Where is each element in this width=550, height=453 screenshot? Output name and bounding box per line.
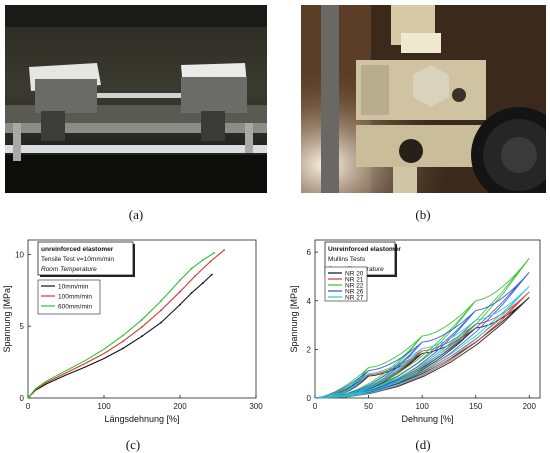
data-point bbox=[190, 267, 193, 270]
data-point bbox=[179, 279, 181, 282]
y-tick-label: 4 bbox=[307, 297, 312, 306]
x-tick-label: 200 bbox=[523, 402, 537, 411]
y-tick-label: 0 bbox=[307, 394, 312, 403]
legend-entry: 100mm/min bbox=[58, 294, 92, 301]
data-point bbox=[141, 335, 143, 338]
chart-c-panel: 0 100 200 300 0 5 10 Längsdehnung [%] Spannung [… bbox=[0, 230, 275, 435]
x-axis-label: Längsdehnung [%] bbox=[104, 414, 179, 424]
caption-a: (a) bbox=[128, 207, 144, 222]
legend-entry: NR 27 bbox=[345, 295, 364, 302]
data-point bbox=[160, 309, 162, 312]
photo-clamp-closeup bbox=[301, 5, 546, 193]
data-point bbox=[122, 347, 124, 350]
caption-d: (d) bbox=[415, 437, 431, 452]
series-line-nr27 bbox=[314, 285, 530, 399]
data-point bbox=[179, 303, 181, 306]
data-point bbox=[190, 292, 193, 294]
photo-tensile-setup bbox=[5, 5, 267, 193]
data-point bbox=[179, 290, 181, 293]
data-point bbox=[201, 282, 204, 284]
x-tick-label: 150 bbox=[469, 402, 483, 411]
data-point bbox=[122, 340, 124, 343]
info-box bbox=[37, 241, 134, 276]
info-box-line: Room Temperature bbox=[41, 266, 97, 273]
y-tick-label: 0 bbox=[20, 394, 25, 403]
y-axis-label: Spannung [MPa] bbox=[2, 285, 12, 352]
y-tick-label: 2 bbox=[307, 345, 312, 354]
y-axis-label: Spannung [MPa] bbox=[289, 285, 299, 352]
info-box-title: Unreinforced elastomer bbox=[328, 246, 401, 253]
data-point bbox=[141, 326, 143, 328]
x-tick-label: 0 bbox=[313, 402, 318, 411]
chart-d-panel: 0 50 100 150 200 0 2 4 6 Dehnung [%] Spannung [MPa… bbox=[285, 230, 550, 435]
data-point bbox=[122, 334, 124, 337]
caption-c: (c) bbox=[125, 437, 141, 452]
data-point bbox=[160, 321, 162, 324]
x-tick-label: 300 bbox=[249, 402, 263, 411]
data-point bbox=[160, 300, 162, 302]
x-axis-label: Dehnung [%] bbox=[401, 414, 453, 424]
legend-box bbox=[324, 266, 368, 302]
data-point bbox=[213, 252, 216, 254]
legend-entry: NR 21 bbox=[345, 277, 364, 284]
x-tick-label: 200 bbox=[173, 402, 187, 411]
x-tick-label: 100 bbox=[97, 402, 111, 411]
x-tick-label: 0 bbox=[26, 402, 31, 411]
x-tick-label: 50 bbox=[364, 402, 373, 411]
info-box-line: Tensile Test v=10mm/min bbox=[41, 256, 114, 263]
chart-mullins-test: 0 50 100 150 200 0 2 4 6 Dehnung [%] Spannung [MPa… bbox=[289, 239, 541, 424]
x-tick-label: 100 bbox=[415, 402, 429, 411]
data-point bbox=[194, 275, 197, 277]
info-box-line: Mullins Tests bbox=[328, 256, 366, 263]
data-point bbox=[211, 273, 213, 276]
legend-entry: 600mm/min bbox=[58, 304, 92, 311]
plot-frame bbox=[314, 239, 541, 399]
y-tick-label: 6 bbox=[307, 248, 312, 257]
info-box-title: unreinforced elastomer bbox=[41, 246, 114, 253]
legend-entry: 10mm/min bbox=[58, 284, 89, 291]
plot-frame bbox=[27, 239, 257, 399]
caption-b: (b) bbox=[415, 207, 431, 222]
data-point bbox=[141, 318, 143, 321]
legend-entry: NR 22 bbox=[345, 283, 364, 290]
data-point bbox=[201, 259, 204, 261]
data-point bbox=[209, 260, 212, 263]
data-point bbox=[223, 249, 226, 251]
chart-tensile-test: 0 100 200 300 0 5 10 Längsdehnung [%] Spannung [… bbox=[2, 239, 263, 424]
y-tick-label: 10 bbox=[15, 250, 24, 259]
legend-entry: NR 26 bbox=[345, 289, 364, 296]
y-tick-label: 5 bbox=[20, 322, 25, 331]
legend-entry: NR 20 bbox=[345, 271, 364, 278]
